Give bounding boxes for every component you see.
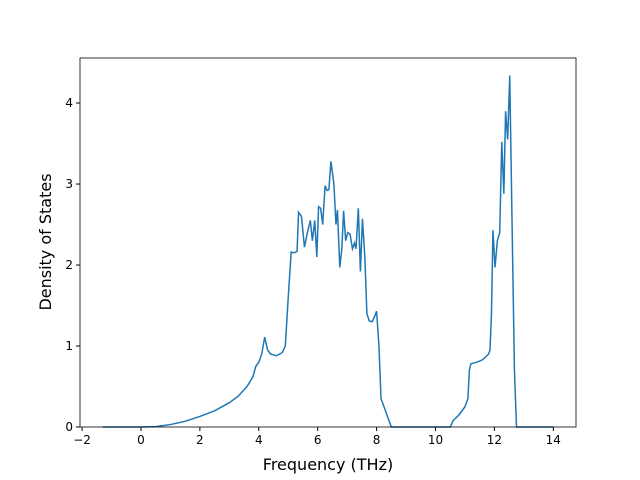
line <box>102 75 554 428</box>
y-tick-label: 1 <box>65 339 73 353</box>
y-tick-label: 2 <box>65 258 73 272</box>
x-tick-label: 10 <box>428 433 443 447</box>
x-tick-label: 2 <box>196 433 204 447</box>
y-axis-label: Density of States <box>36 173 55 310</box>
x-tick-label: 14 <box>546 433 561 447</box>
y-tick-label: 0 <box>65 420 73 434</box>
x-tick-label: 4 <box>255 433 263 447</box>
x-tick-label: 0 <box>137 433 145 447</box>
y-tick-label: 3 <box>65 177 73 191</box>
x-axis-label: Frequency (THz) <box>263 455 393 474</box>
y-tick-label: 4 <box>65 96 73 110</box>
x-tick-label: 12 <box>487 433 502 447</box>
x-tick-label: 6 <box>314 433 322 447</box>
plot-frame <box>79 57 577 428</box>
x-tick-label: 8 <box>373 433 381 447</box>
x-tick-label: −2 <box>73 433 91 447</box>
